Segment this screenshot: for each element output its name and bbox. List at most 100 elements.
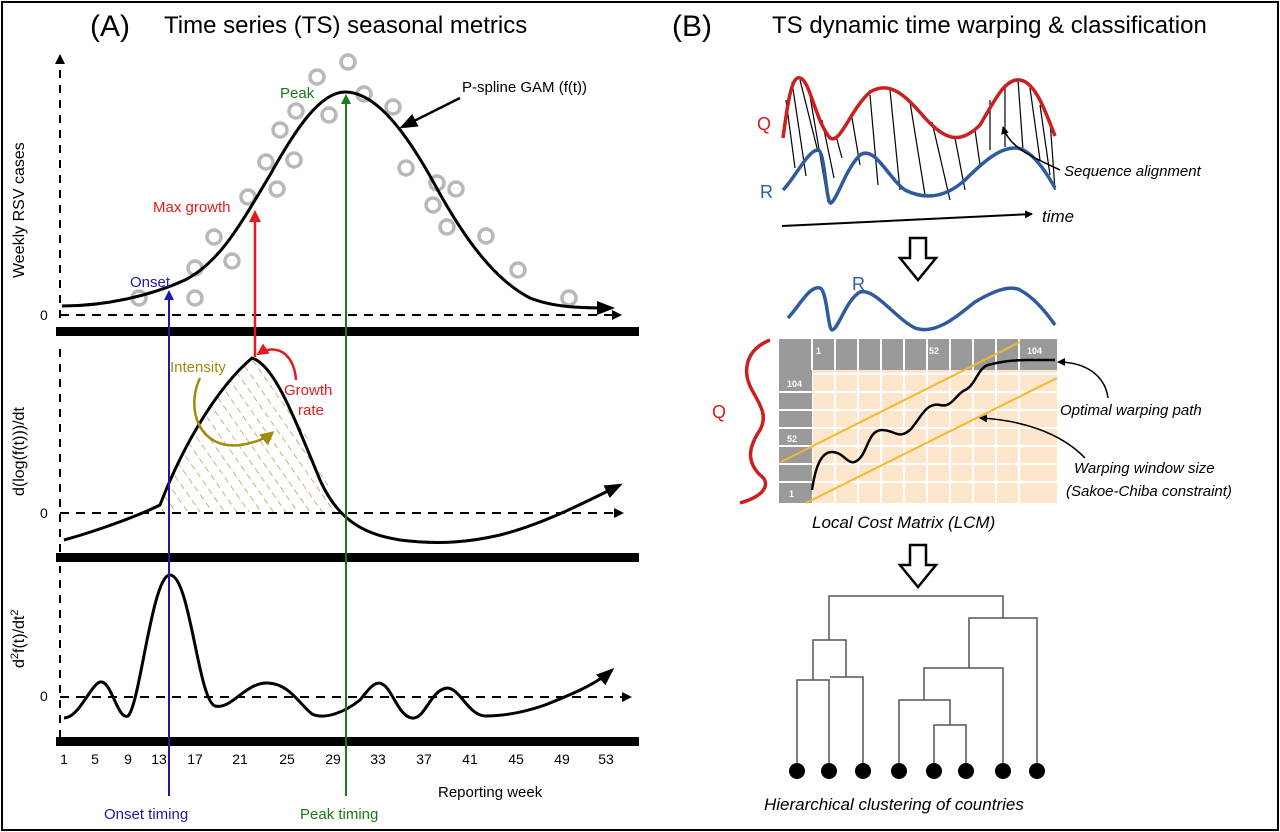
leaf-node xyxy=(995,763,1011,779)
x-tick: 45 xyxy=(508,751,524,767)
cluster-leaves xyxy=(789,763,1045,779)
seq-align-arrow xyxy=(1001,126,1061,171)
leaf-node xyxy=(958,763,974,779)
cluster-caption: Hierarchical clustering of countries xyxy=(764,795,1024,814)
data-point xyxy=(285,151,303,169)
ylabel-bot-sup2: 2 xyxy=(9,610,21,616)
data-point xyxy=(560,289,578,307)
leaf-node xyxy=(926,763,942,779)
peak-label: Peak xyxy=(280,85,315,102)
data-point xyxy=(477,227,495,245)
gam-curve xyxy=(61,90,615,315)
growth-label: Growth xyxy=(284,382,332,399)
lcm-left-label-52: 52 xyxy=(787,434,797,444)
data-point xyxy=(397,159,415,177)
ylabel-top: Weekly RSV cases xyxy=(11,142,28,278)
optimal-path-arrow xyxy=(1057,358,1109,399)
x-tick: 13 xyxy=(151,751,167,767)
lcm-top-label-52: 52 xyxy=(929,346,939,356)
x-tick: 5 xyxy=(91,751,99,767)
second-derivative-curve xyxy=(63,573,615,720)
panel-b: (B) TS dynamic time warping & classifica… xyxy=(672,10,1232,814)
lcm-caption: Local Cost Matrix (LCM) xyxy=(812,513,995,532)
time-axis xyxy=(781,210,1033,227)
lcm-left-label-104: 104 xyxy=(787,379,802,389)
zero-label-top: 0 xyxy=(40,307,48,323)
log-derivative-curve xyxy=(63,356,623,544)
x-tick: 37 xyxy=(416,751,432,767)
data-point xyxy=(186,289,204,307)
ylabel-bot-sup1: 2 xyxy=(9,653,21,659)
ylabel-bot-mid: f(t)/dt xyxy=(11,615,28,653)
x-tick: 49 xyxy=(554,751,570,767)
data-point xyxy=(339,53,357,71)
x-tick: 53 xyxy=(598,751,614,767)
panel-a: (A) Time series (TS) seasonal metrics 0 … xyxy=(9,10,639,823)
lcm-top-label-104: 104 xyxy=(1027,346,1042,356)
data-point xyxy=(257,153,275,171)
gam-label-arrow xyxy=(399,96,461,129)
zero-label-mid: 0 xyxy=(40,505,48,521)
panel-b-title: TS dynamic time warping & classification xyxy=(772,12,1207,39)
observed-points xyxy=(130,53,578,307)
data-point xyxy=(384,98,402,116)
intensity-arrow xyxy=(193,377,275,447)
leaf-node xyxy=(821,763,837,779)
q-label-top: Q xyxy=(757,114,771,134)
lcm-header-row xyxy=(779,339,1057,370)
x-axis-label: Reporting week xyxy=(438,784,543,801)
data-point xyxy=(424,196,442,214)
data-point xyxy=(205,228,223,246)
data-point xyxy=(509,261,527,279)
leaf-node xyxy=(855,763,871,779)
separator-bot xyxy=(56,737,639,746)
ylabel-bot-base: d xyxy=(11,659,28,668)
data-point xyxy=(438,218,456,236)
separator-mid xyxy=(56,553,639,562)
lcm-left-label-1: 1 xyxy=(789,489,794,499)
data-point xyxy=(287,102,305,120)
max-growth-label: Max growth xyxy=(153,199,231,216)
dendrogram xyxy=(796,595,1038,770)
data-point xyxy=(308,68,326,86)
x-tick: 9 xyxy=(124,751,132,767)
data-point xyxy=(268,180,286,198)
window-lower-line xyxy=(805,377,1058,504)
window-upper-line xyxy=(780,341,1021,463)
data-point xyxy=(239,188,257,206)
r-series-reference xyxy=(786,286,1057,332)
window-label-line2: (Sakoe-Chiba constraint) xyxy=(1066,483,1232,500)
q-series-curve xyxy=(781,76,1057,141)
data-point xyxy=(447,180,465,198)
intensity-label: Intensity xyxy=(170,359,226,376)
x-tick-labels: 1 5 9 13 17 21 25 29 33 37 41 45 49 53 xyxy=(60,751,614,767)
optimal-warping-path xyxy=(810,358,1055,491)
r-label-mid: R xyxy=(852,274,865,294)
gam-label: P-spline GAM (f(t)) xyxy=(462,79,587,96)
x-tick: 33 xyxy=(370,751,386,767)
rate-label: rate xyxy=(298,402,324,419)
separator-top xyxy=(56,327,639,336)
onset-timing-label: Onset timing xyxy=(104,806,188,823)
lcm-col-dividers xyxy=(779,391,812,483)
panel-b-letter: (B) xyxy=(672,10,712,43)
panel-a-letter: (A) xyxy=(90,10,130,43)
q-label-mid: Q xyxy=(712,402,726,422)
x-tick: 17 xyxy=(187,751,203,767)
x-tick: 21 xyxy=(232,751,248,767)
down-arrow-1 xyxy=(897,236,939,282)
down-arrow-2 xyxy=(897,543,939,589)
time-label: time xyxy=(1042,207,1074,226)
leaf-node xyxy=(891,763,907,779)
zero-label-bot: 0 xyxy=(40,688,48,704)
x-tick: 29 xyxy=(325,751,341,767)
x-tick: 41 xyxy=(462,751,478,767)
leaf-node xyxy=(789,763,805,779)
data-point xyxy=(271,121,289,139)
leaf-node xyxy=(1029,763,1045,779)
lcm-top-label-1: 1 xyxy=(816,346,821,356)
lcm-header-dividers xyxy=(811,339,1020,370)
peak-timing-label: Peak timing xyxy=(300,806,378,823)
